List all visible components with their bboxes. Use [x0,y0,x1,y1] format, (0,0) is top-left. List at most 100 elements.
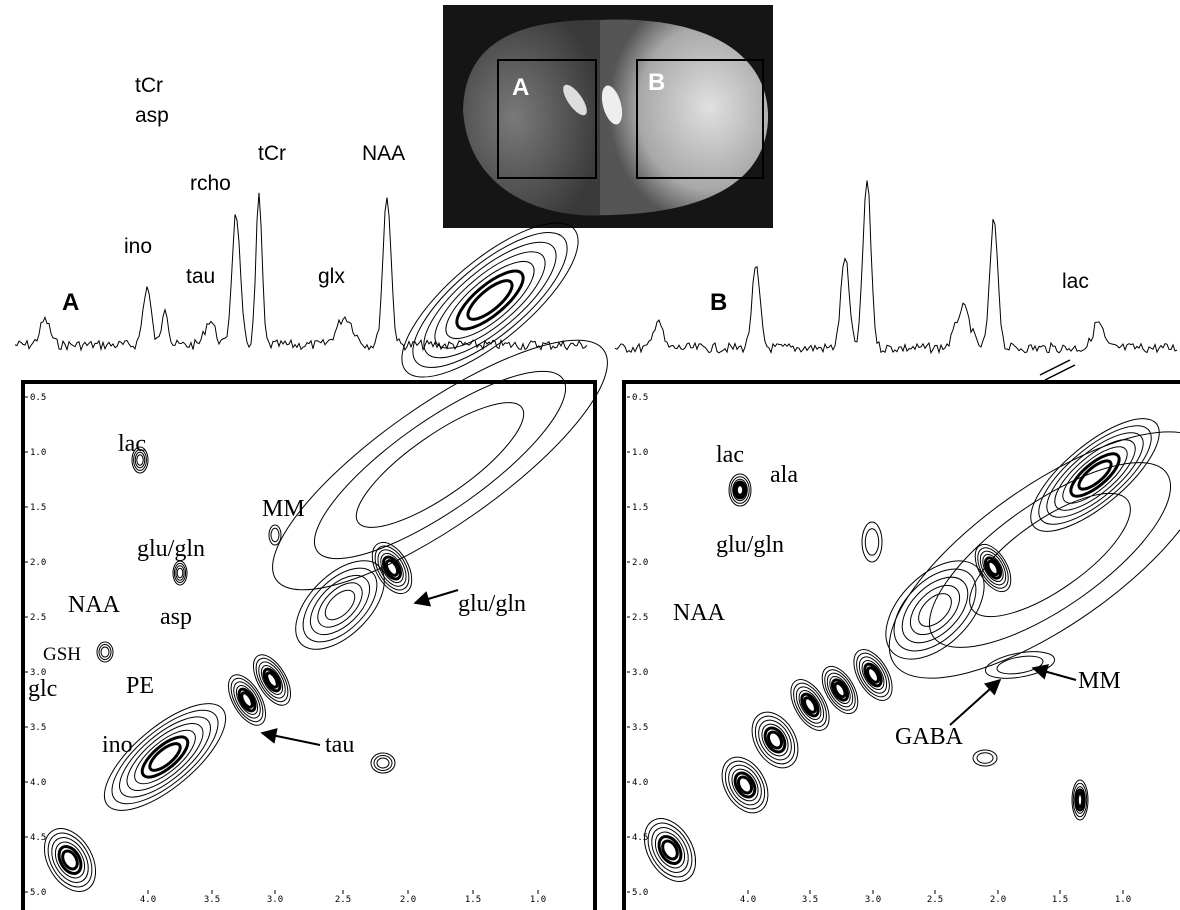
contour [647,822,693,878]
hemisphere-left [463,19,610,216]
break-mark [1044,364,1076,381]
x-tick-label: 1.5 [465,895,481,905]
contour [355,402,525,528]
contour [376,757,390,769]
contour [103,703,227,811]
contour [313,370,567,560]
contour [734,483,746,497]
contour [724,760,766,810]
contour [374,545,410,591]
contour [111,709,219,805]
arrow [260,728,321,746]
y-tick-label: 4.5 [632,833,648,843]
contour [731,768,759,802]
contour [380,552,404,584]
peak-label: NAA [362,142,405,165]
contour [643,818,697,882]
contour [909,584,961,636]
contour [255,657,289,703]
x-tick-label: 2.5 [927,895,943,905]
contour [176,567,184,579]
contour [766,730,784,750]
box-label: A [512,74,529,101]
y-tick-label: 3.5 [632,723,648,733]
panel-frame [21,380,597,910]
contour [793,682,827,728]
y-tick-label: 1.5 [30,503,46,513]
annotation: glu/gln [716,532,784,558]
contour [893,568,977,652]
contour [732,478,748,502]
contour [148,742,182,772]
spectrum-label: A [62,289,79,316]
contour [133,449,147,471]
contour [969,492,1131,618]
contour [262,667,282,693]
contour [466,279,514,321]
contour [798,689,822,721]
contour [373,755,393,771]
mri-image: A B [443,5,773,228]
contour [728,764,762,806]
contour [972,749,998,767]
annotation: glu/gln [137,536,205,562]
contour [371,541,413,595]
contour [721,756,769,814]
y-tick-label: 4.0 [30,778,46,788]
contour [928,462,1172,648]
contour [173,562,187,584]
contour [853,649,893,701]
contour [888,431,1180,679]
ventricle [563,84,587,116]
contour [445,260,535,340]
spectrum-b: B lac [614,180,1178,381]
contour [1072,782,1088,818]
y-tick-label: 3.5 [30,723,46,733]
hemisphere-right [600,19,769,215]
cosy-b: lac ala glu/gln NAA MM GABA 0.5 1.0 1.5 2.0… [622,380,1180,910]
contour [761,723,789,757]
arrow [413,589,459,607]
contour [790,679,830,731]
contour [136,454,144,466]
contour [1062,446,1128,504]
contour [974,543,1012,593]
annotation: GABA [895,724,964,750]
contour [455,269,525,331]
contour [370,752,396,774]
contour [821,665,859,715]
contour [833,681,847,699]
contour [100,646,110,658]
annotation: glc [28,676,57,702]
contour [233,681,261,719]
annotation: glu/gln [458,591,526,617]
annotation: PE [126,673,154,699]
contour [260,665,284,695]
contour [51,837,89,883]
peak-label: ino [124,235,152,258]
contour [754,715,796,765]
contour [763,726,787,754]
contour [382,555,402,581]
peak-label: tCr [258,142,286,165]
contour [237,687,257,713]
break-mark [1039,359,1071,376]
contour [377,549,407,587]
contour [795,686,825,724]
contour [317,582,363,628]
contour [43,828,97,892]
contour [861,659,885,691]
contour [983,556,1003,580]
y-tick-label: 3.0 [30,668,46,678]
contour [856,652,890,698]
contour [651,827,689,873]
contour [227,674,267,726]
annotation: NAA [68,592,121,618]
contour [412,232,568,368]
x-tick-label: 3.0 [865,895,881,905]
x-tick-label: 1.0 [1115,895,1131,905]
cosy-a: lac MM glu/gln glu/gln NAA asp GSH glc P… [21,222,608,910]
voxel-box [497,59,597,179]
annotation: asp [160,604,192,630]
